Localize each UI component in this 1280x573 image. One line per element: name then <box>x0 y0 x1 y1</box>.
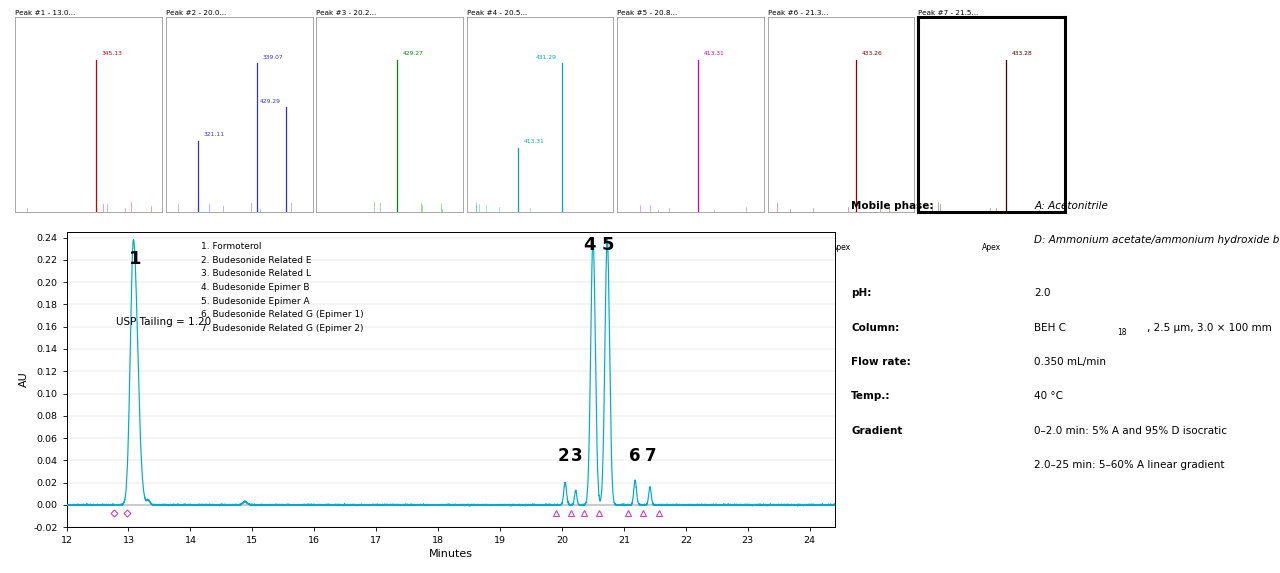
Text: Peak #3 - 20.2...: Peak #3 - 20.2... <box>316 10 376 16</box>
Text: 7: 7 <box>645 447 657 465</box>
Text: Temp.:: Temp.: <box>851 391 891 401</box>
Text: Apex: Apex <box>531 243 549 252</box>
Text: D: Ammonium acetate/ammonium hydroxide buffer: D: Ammonium acetate/ammonium hydroxide b… <box>1034 235 1280 245</box>
Text: Flow rate:: Flow rate: <box>851 357 911 367</box>
Text: 429.27: 429.27 <box>403 51 424 56</box>
Text: 6: 6 <box>628 447 640 465</box>
Text: Apex: Apex <box>832 243 851 252</box>
Text: Peak #6 - 21.3...: Peak #6 - 21.3... <box>768 10 828 16</box>
Text: 0.350 mL/min: 0.350 mL/min <box>1034 357 1106 367</box>
Text: 345.13: 345.13 <box>102 51 123 56</box>
Text: 0–2.0 min: 5% A and 95% D isocratic: 0–2.0 min: 5% A and 95% D isocratic <box>1034 426 1228 435</box>
Text: Peak #5 - 20.8...: Peak #5 - 20.8... <box>617 10 677 16</box>
Text: 433.28: 433.28 <box>1012 51 1033 56</box>
Y-axis label: AU: AU <box>19 372 29 387</box>
Text: Gradient: Gradient <box>851 426 902 435</box>
Text: Peak #2 - 20.0...: Peak #2 - 20.0... <box>166 10 227 16</box>
Text: Peak #4 - 20.5...: Peak #4 - 20.5... <box>467 10 527 16</box>
Text: 429.29: 429.29 <box>260 99 280 104</box>
Text: 2.0: 2.0 <box>1034 288 1051 299</box>
Text: 321.11: 321.11 <box>204 132 225 138</box>
Text: Peak #7 - 21.5...: Peak #7 - 21.5... <box>918 10 978 16</box>
Text: 3: 3 <box>571 447 582 465</box>
Text: 413.31: 413.31 <box>524 139 545 144</box>
Text: 1. Formoterol
2. Budesonide Related E
3. Budesonide Related L
4. Budesonide Epim: 1. Formoterol 2. Budesonide Related E 3.… <box>201 242 364 333</box>
X-axis label: Minutes: Minutes <box>429 550 472 559</box>
Text: Apex: Apex <box>79 243 99 252</box>
Text: 2: 2 <box>558 447 570 465</box>
Text: pH:: pH: <box>851 288 872 299</box>
Text: Apex: Apex <box>681 243 700 252</box>
Text: Peak #1 - 13.0...: Peak #1 - 13.0... <box>15 10 76 16</box>
Text: 40 °C: 40 °C <box>1034 391 1064 401</box>
Text: Apex: Apex <box>380 243 399 252</box>
Text: 2.0–25 min: 5–60% A linear gradient: 2.0–25 min: 5–60% A linear gradient <box>1034 460 1225 470</box>
Text: 4: 4 <box>584 236 595 254</box>
Text: 18: 18 <box>1117 328 1126 337</box>
Text: 1: 1 <box>128 250 141 268</box>
Text: 5: 5 <box>602 236 614 254</box>
Text: Apex: Apex <box>982 243 1001 252</box>
Text: USP Tailing = 1.20: USP Tailing = 1.20 <box>116 317 211 327</box>
Text: 433.26: 433.26 <box>861 51 882 56</box>
Text: BEH C: BEH C <box>1034 323 1066 333</box>
Text: 339.07: 339.07 <box>262 54 283 60</box>
Text: A: Acetonitrile: A: Acetonitrile <box>1034 201 1108 210</box>
Text: Mobile phase:: Mobile phase: <box>851 201 933 210</box>
Text: Apex: Apex <box>229 243 248 252</box>
Text: 413.31: 413.31 <box>704 51 724 56</box>
Text: Column:: Column: <box>851 323 900 333</box>
Text: 431.29: 431.29 <box>535 54 557 60</box>
Text: , 2.5 μm, 3.0 × 100 mm: , 2.5 μm, 3.0 × 100 mm <box>1147 323 1271 333</box>
